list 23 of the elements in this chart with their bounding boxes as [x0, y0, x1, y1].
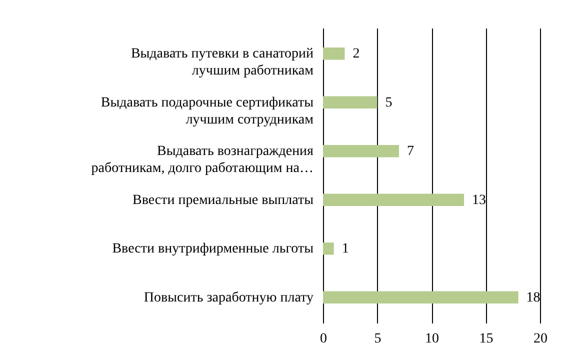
x-tick-label: 10 [425, 332, 439, 346]
bar [323, 194, 464, 206]
y-tick-label: Выдавать вознаграждения работникам, долго работающим на… [91, 144, 314, 176]
x-tick-label: 0 [320, 332, 327, 346]
bar [323, 242, 334, 255]
x-tick-label: 5 [374, 332, 382, 346]
data-label: 1 [342, 242, 349, 257]
bar [323, 291, 518, 304]
y-tick-label: Ввести премиальные выплаты [132, 192, 314, 208]
bar [323, 48, 345, 60]
bar [323, 96, 378, 108]
data-label: 13 [472, 192, 486, 208]
data-label: 18 [526, 290, 540, 306]
data-label: 2 [352, 46, 360, 62]
data-label: 5 [385, 95, 392, 110]
y-tick-label: Повысить заработную плату [144, 290, 314, 306]
y-tick-label: Выдавать подарочные сертификаты лучшим сотрудникам [100, 95, 314, 128]
x-tick-label: 15 [479, 332, 494, 346]
bar [323, 145, 399, 158]
data-label: 7 [406, 144, 414, 160]
y-tick-label: Выдавать путевки в санаторий лучшим работникам [130, 46, 314, 79]
x-tick-label: 20 [534, 332, 548, 346]
y-tick-label: Ввести внутрифирменные льготы [112, 242, 314, 257]
